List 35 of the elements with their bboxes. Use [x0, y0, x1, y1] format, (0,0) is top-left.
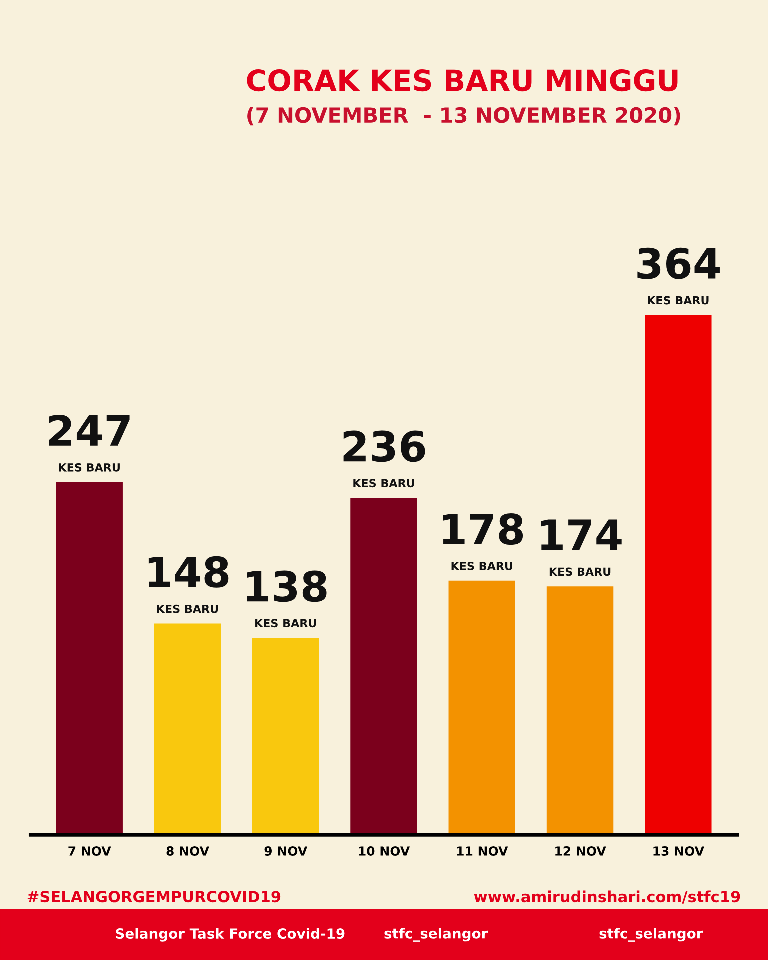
bar	[252, 638, 320, 836]
bar	[154, 624, 222, 836]
bar	[56, 482, 123, 836]
text: stfc_selangor	[384, 928, 488, 942]
text: #SELANGORGEMPURCOVID19	[28, 891, 281, 903]
x-tick-label: 11 NOV	[457, 846, 508, 856]
data-label: 174	[541, 520, 622, 550]
data-label: 247	[49, 414, 130, 446]
x-tick-label: 12 NOV	[556, 846, 606, 856]
annotation: KES BARU	[256, 619, 316, 628]
text: stfc_selangor	[600, 928, 704, 942]
x-tick-label: 8 NOV	[166, 846, 210, 856]
x-tick-label: 10 NOV	[359, 846, 410, 856]
bar	[350, 498, 418, 836]
text: Selangor Task Force Covid-19	[116, 928, 345, 942]
x-tick-label: 13 NOV	[654, 846, 704, 856]
annotation: KES BARU	[550, 568, 611, 576]
data-label: 364	[638, 248, 720, 280]
data-label: 138	[247, 570, 327, 602]
bar	[546, 586, 614, 836]
bar	[448, 580, 516, 836]
data-label: 236	[344, 430, 426, 462]
data-label: 148	[148, 556, 229, 588]
annotation: KES BARU	[452, 562, 512, 570]
data-label: 178	[443, 514, 524, 546]
annotation: KES BARU	[59, 463, 120, 472]
annotation: KES BARU	[354, 479, 414, 488]
chart-title: CORAK KES BARU MINGGU	[247, 70, 678, 92]
bar	[645, 315, 712, 836]
annotation: KES BARU	[157, 604, 218, 614]
chart-subtitle: (7 NOVEMBER - 13 NOVEMBER 2020)	[248, 107, 680, 126]
text: www.amirudinshari.com/stfc19	[474, 890, 740, 904]
x-tick-label: 7 NOV	[68, 846, 112, 856]
x-tick-label: 9 NOV	[264, 846, 308, 856]
annotation: KES BARU	[648, 296, 709, 305]
